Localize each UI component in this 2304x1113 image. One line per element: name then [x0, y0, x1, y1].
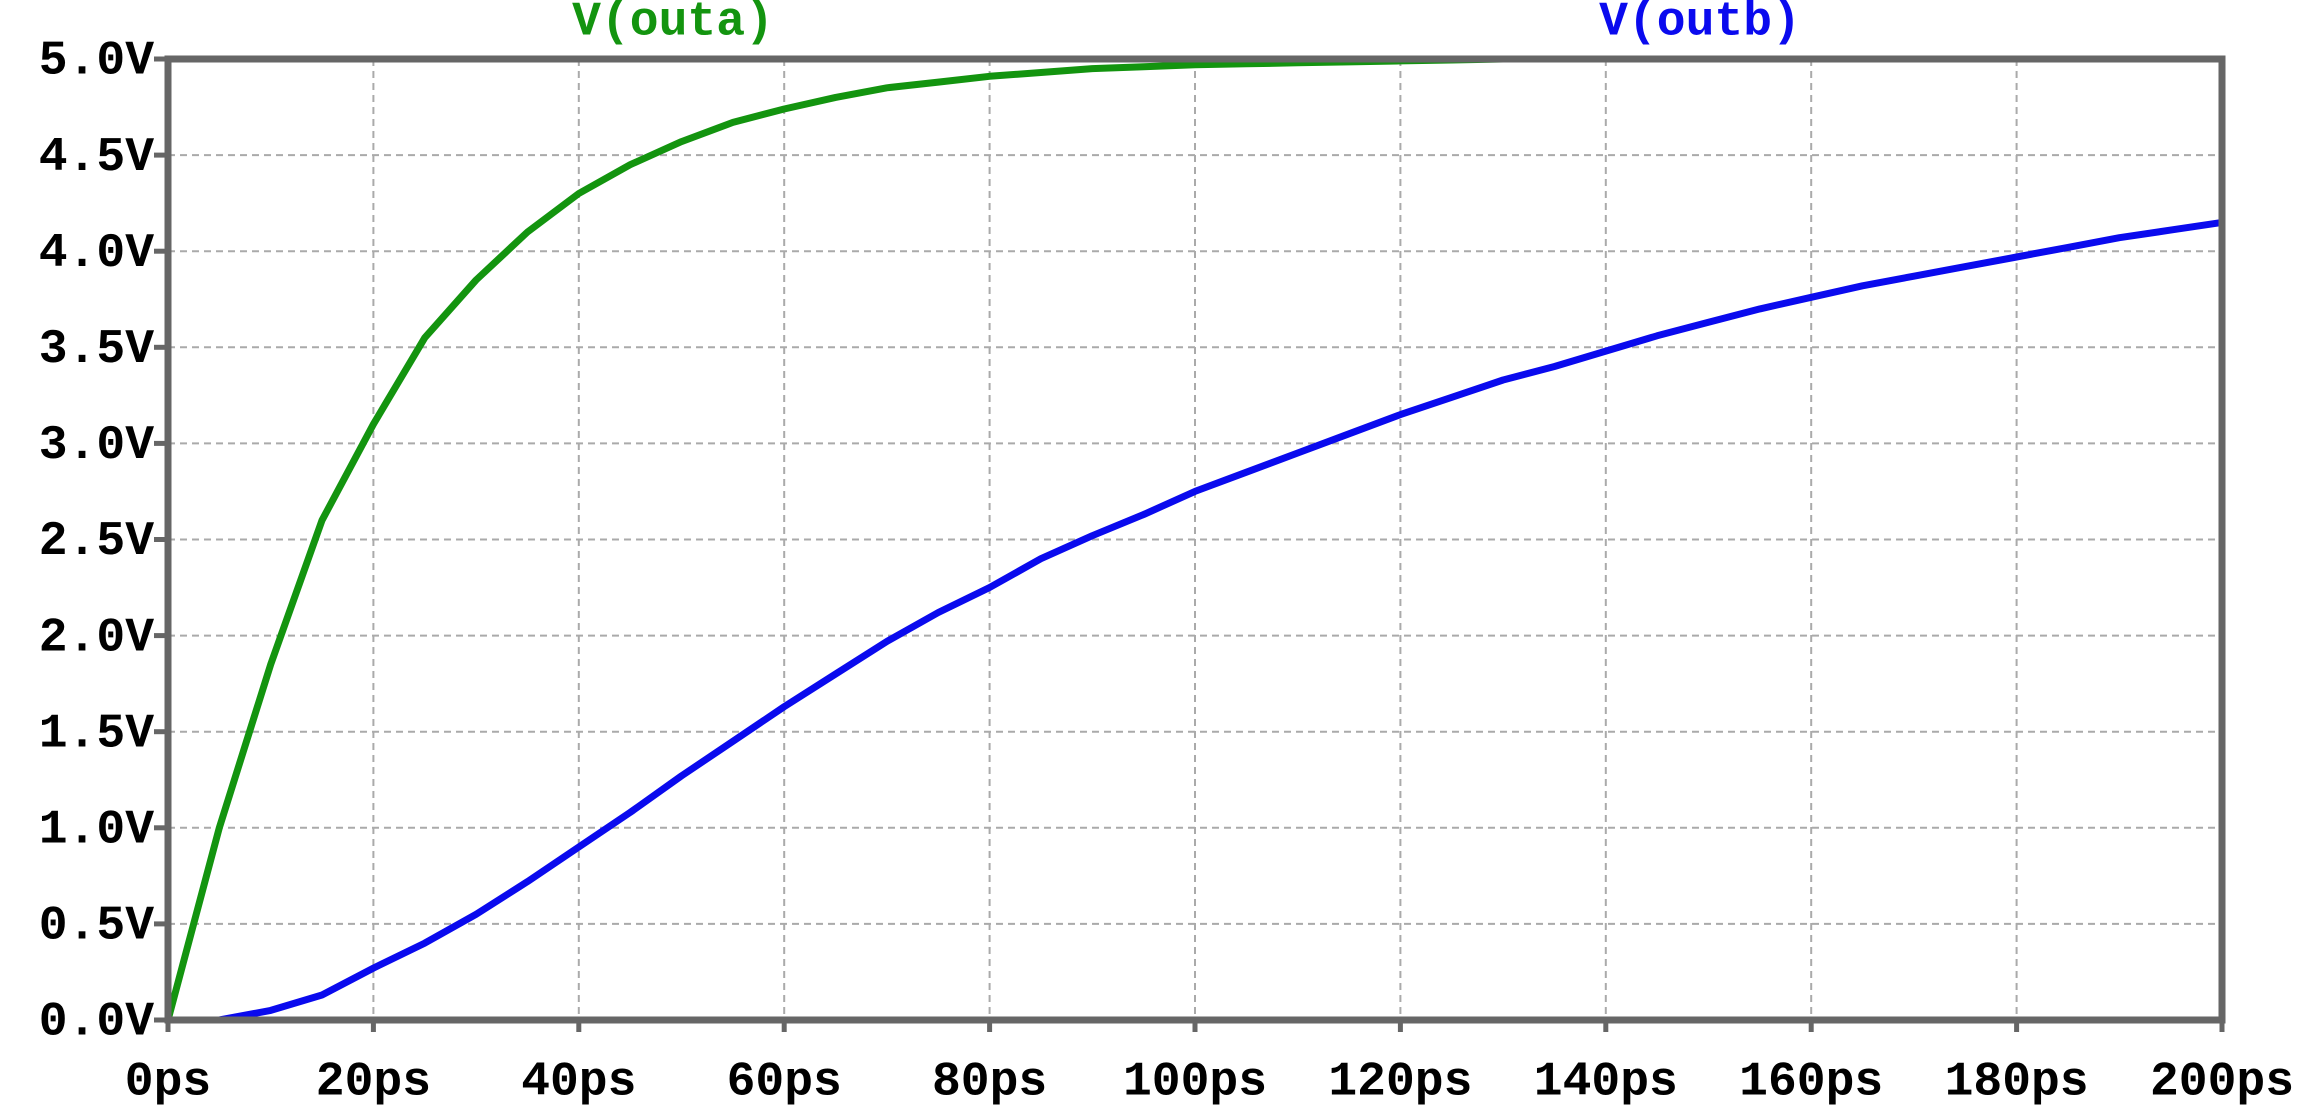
x-tick-label: 0ps	[125, 1056, 211, 1110]
y-tick-label: 1.5V	[39, 707, 154, 761]
y-tick-label: 3.0V	[39, 419, 154, 473]
series-line	[168, 218, 2223, 1024]
legend-label: V(outa)	[572, 0, 774, 50]
legend-label: V(outb)	[1599, 0, 1801, 50]
plot-frame	[164, 55, 2226, 1024]
y-tick-label: 0.0V	[39, 996, 154, 1050]
x-tick-label: 180ps	[1945, 1056, 2089, 1110]
x-tick-label: 20ps	[316, 1056, 431, 1110]
x-tick-label: 60ps	[727, 1056, 842, 1110]
y-tick-label: 2.0V	[39, 611, 154, 665]
y-tick-label: 1.0V	[39, 803, 154, 857]
y-tick-label: 2.5V	[39, 515, 154, 569]
y-tick-label: 4.5V	[39, 131, 154, 185]
x-tick-label: 120ps	[1328, 1056, 1472, 1110]
y-tick-label: 3.5V	[39, 323, 154, 377]
x-tick-label: 80ps	[932, 1056, 1047, 1110]
x-tick-label: 40ps	[521, 1056, 636, 1110]
x-tick-label: 200ps	[2150, 1056, 2294, 1110]
x-tick-label: 160ps	[1739, 1056, 1883, 1110]
y-tick-label: 5.0V	[39, 35, 154, 89]
y-tick-label: 0.5V	[39, 900, 154, 954]
y-tick-label: 4.0V	[39, 227, 154, 281]
x-tick-label: 100ps	[1123, 1056, 1267, 1110]
x-tick-label: 140ps	[1534, 1056, 1678, 1110]
